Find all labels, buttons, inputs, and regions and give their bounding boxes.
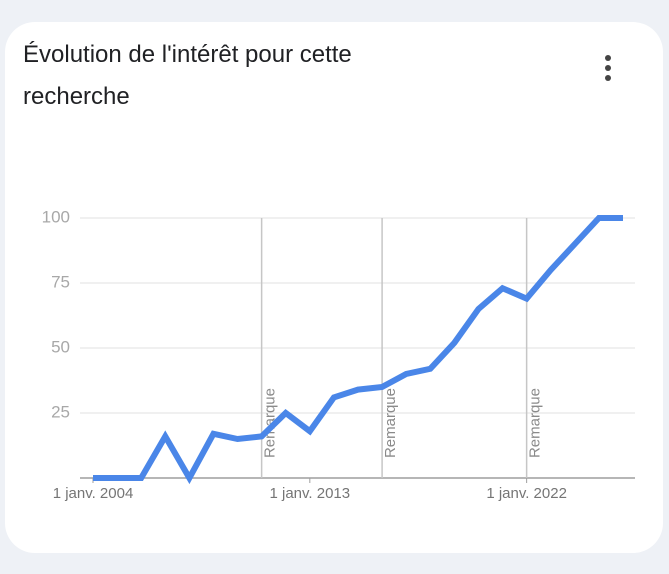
y-tick-label: 100 [42,207,70,226]
y-tick-label: 25 [51,402,70,421]
y-tick-label: 75 [51,272,70,291]
chart-title: Évolution de l'intérêt pour cette recher… [23,41,352,110]
card [5,22,663,553]
x-tick-label: 1 janv. 2004 [53,485,134,502]
annotation-label: Remarque [382,388,399,458]
y-tick-label: 50 [51,337,70,356]
annotation-label: Remarque [262,388,279,458]
annotation-label: Remarque [527,388,544,458]
x-tick-label: 1 janv. 2022 [486,485,567,502]
more-menu[interactable] [600,54,616,84]
data-line [93,215,623,485]
x-tick-label: 1 janv. 2013 [270,485,351,502]
